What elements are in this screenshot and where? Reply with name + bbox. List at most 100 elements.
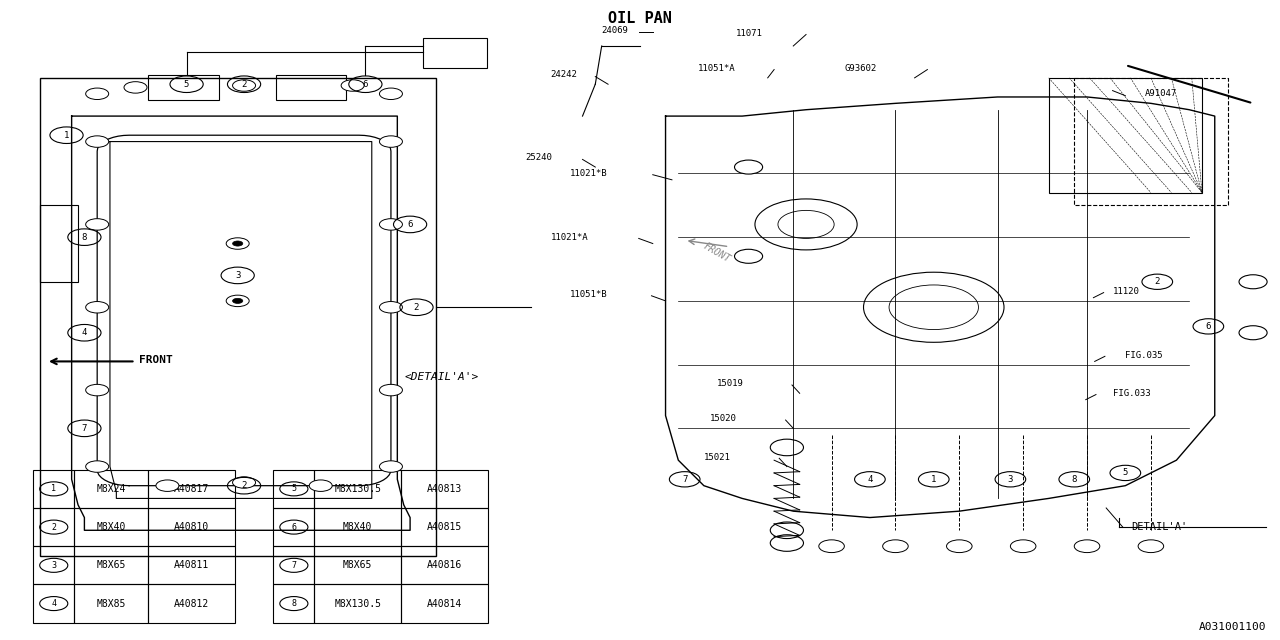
- Text: 15020: 15020: [710, 414, 737, 423]
- Text: A40816: A40816: [428, 561, 462, 570]
- Circle shape: [227, 295, 250, 307]
- Bar: [274, 508, 315, 546]
- Circle shape: [124, 82, 147, 93]
- Text: 24242: 24242: [550, 70, 577, 79]
- Bar: [274, 584, 315, 623]
- Bar: [148, 75, 219, 100]
- Circle shape: [86, 88, 109, 100]
- Text: 8: 8: [82, 233, 87, 242]
- Text: 5: 5: [184, 80, 189, 89]
- Bar: [315, 546, 401, 584]
- Text: FIG.035: FIG.035: [1125, 351, 1164, 360]
- Bar: [74, 584, 148, 623]
- Circle shape: [86, 461, 109, 472]
- Text: M8X130.5: M8X130.5: [334, 484, 381, 494]
- Bar: [33, 470, 74, 508]
- Bar: [401, 470, 488, 508]
- Text: 3: 3: [236, 271, 241, 280]
- Circle shape: [227, 238, 250, 249]
- Text: A40810: A40810: [174, 522, 210, 532]
- Text: A40812: A40812: [174, 598, 210, 609]
- Bar: [401, 546, 488, 584]
- Text: 2: 2: [242, 481, 247, 490]
- Circle shape: [1239, 275, 1267, 289]
- Text: A40815: A40815: [428, 522, 462, 532]
- Text: A40811: A40811: [174, 561, 210, 570]
- Text: 1: 1: [51, 484, 56, 493]
- Bar: [148, 584, 236, 623]
- Text: 25240: 25240: [525, 153, 552, 162]
- Circle shape: [86, 385, 109, 396]
- Bar: [74, 508, 148, 546]
- Text: 7: 7: [82, 424, 87, 433]
- Circle shape: [735, 160, 763, 174]
- Text: 3: 3: [51, 561, 56, 570]
- Text: 2: 2: [1155, 277, 1160, 286]
- Bar: [33, 508, 74, 546]
- Text: 2: 2: [51, 523, 56, 532]
- Text: M8X24: M8X24: [96, 484, 125, 494]
- Bar: [315, 470, 401, 508]
- Text: 4: 4: [51, 599, 56, 608]
- Text: M8X85: M8X85: [96, 598, 125, 609]
- Circle shape: [86, 301, 109, 313]
- Text: 2: 2: [242, 80, 247, 89]
- Text: FRONT: FRONT: [701, 241, 732, 265]
- Text: 15021: 15021: [704, 452, 731, 461]
- Circle shape: [1010, 540, 1036, 552]
- Bar: [315, 584, 401, 623]
- Text: M8X40: M8X40: [343, 522, 372, 532]
- Bar: [74, 470, 148, 508]
- Text: 6: 6: [1206, 322, 1211, 331]
- Text: 11021*A: 11021*A: [550, 233, 589, 242]
- Text: 3: 3: [1007, 475, 1012, 484]
- Circle shape: [233, 477, 256, 488]
- Bar: [274, 546, 315, 584]
- Bar: [74, 546, 148, 584]
- Text: FRONT: FRONT: [140, 355, 173, 365]
- Text: A031001100: A031001100: [1198, 622, 1266, 632]
- Bar: [315, 508, 401, 546]
- Text: M8X65: M8X65: [96, 561, 125, 570]
- Text: 7: 7: [292, 561, 297, 570]
- Circle shape: [883, 540, 909, 552]
- Bar: [274, 470, 315, 508]
- Bar: [276, 75, 346, 100]
- Text: 1: 1: [931, 475, 937, 484]
- Text: M8X130.5: M8X130.5: [334, 598, 381, 609]
- Text: 7: 7: [682, 475, 687, 484]
- Text: DETAIL'A': DETAIL'A': [1132, 522, 1188, 532]
- Text: 6: 6: [292, 523, 297, 532]
- Text: A40813: A40813: [428, 484, 462, 494]
- Circle shape: [156, 480, 179, 492]
- Text: 6: 6: [407, 220, 412, 229]
- Circle shape: [86, 219, 109, 230]
- Text: 15019: 15019: [717, 380, 744, 388]
- Text: 8: 8: [292, 599, 297, 608]
- Circle shape: [86, 136, 109, 147]
- Text: A40817: A40817: [174, 484, 210, 494]
- Text: 5: 5: [1123, 468, 1128, 477]
- Bar: [33, 546, 74, 584]
- Text: 24069: 24069: [602, 26, 628, 35]
- Bar: [40, 78, 435, 556]
- Bar: [401, 584, 488, 623]
- Text: 11120: 11120: [1112, 287, 1139, 296]
- Text: 11051*B: 11051*B: [570, 290, 608, 299]
- Text: G93602: G93602: [845, 64, 877, 73]
- Bar: [148, 508, 236, 546]
- Text: A91047: A91047: [1144, 90, 1176, 99]
- Circle shape: [1138, 540, 1164, 552]
- Text: 4: 4: [868, 475, 873, 484]
- Bar: [422, 38, 486, 68]
- Circle shape: [342, 80, 364, 92]
- Circle shape: [233, 241, 243, 246]
- Text: A40814: A40814: [428, 598, 462, 609]
- Text: 6: 6: [362, 80, 369, 89]
- Bar: [33, 584, 74, 623]
- Text: M8X65: M8X65: [343, 561, 372, 570]
- Bar: [1048, 78, 1202, 193]
- Circle shape: [379, 301, 402, 313]
- Text: FIG.033: FIG.033: [1112, 388, 1151, 398]
- Bar: [148, 546, 236, 584]
